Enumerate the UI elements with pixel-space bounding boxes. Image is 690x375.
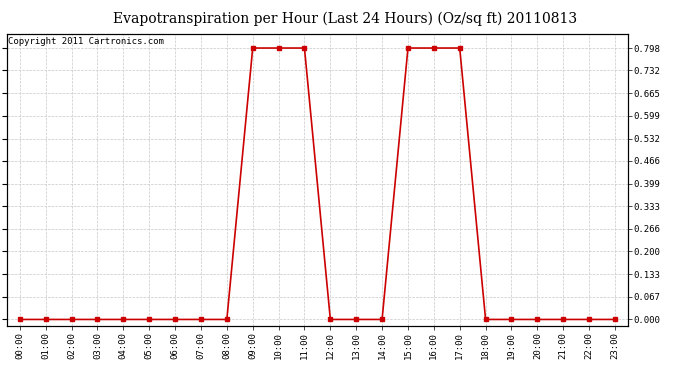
- Text: Copyright 2011 Cartronics.com: Copyright 2011 Cartronics.com: [8, 37, 164, 46]
- Text: Evapotranspiration per Hour (Last 24 Hours) (Oz/sq ft) 20110813: Evapotranspiration per Hour (Last 24 Hou…: [113, 11, 577, 26]
